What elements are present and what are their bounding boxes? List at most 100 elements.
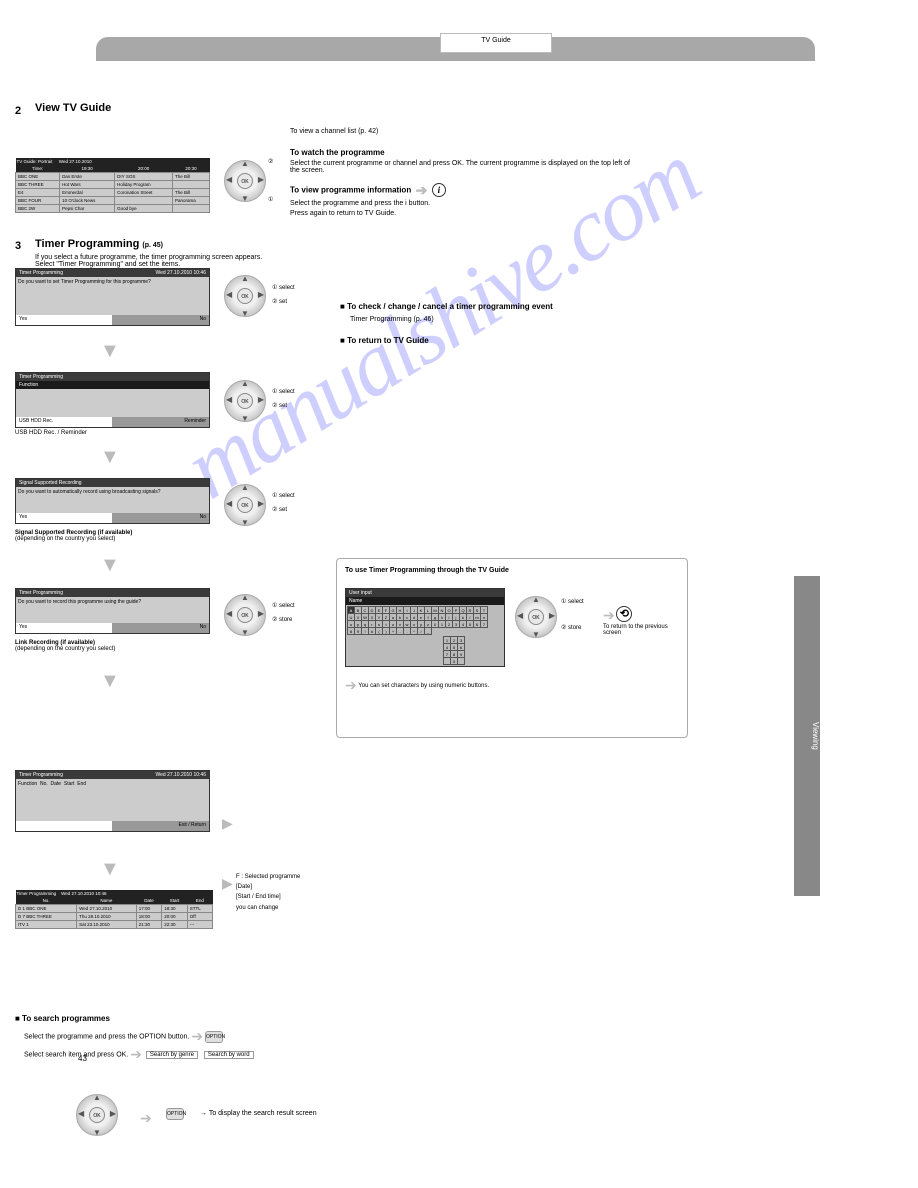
- arrow-down-icon[interactable]: ▼: [241, 194, 249, 203]
- arrow-down-icon: ▼: [100, 858, 120, 881]
- panel-opt-l[interactable]: USB HDD Rec.: [16, 417, 113, 427]
- inset-panel-hdr: User input: [349, 590, 372, 596]
- navpad[interactable]: OK▲▼◀▶: [224, 484, 266, 528]
- panel-c-note: Signal Supported Recording (if available…: [15, 530, 132, 542]
- navpad[interactable]: OK▲▼◀▶: [76, 1094, 118, 1138]
- col-1: 19:30: [60, 165, 115, 173]
- footer-line2: Select search item and press OK. ➔ Searc…: [24, 1046, 424, 1063]
- panel-opt-r[interactable]: Reminder: [113, 417, 209, 427]
- navpad[interactable]: OK▲▼◀▶: [515, 596, 557, 640]
- return-icon[interactable]: ⟲: [616, 606, 632, 622]
- rhs-line: [Date]: [236, 882, 300, 892]
- rhs-line: you can change: [236, 903, 300, 913]
- arrow-right-icon: ➔: [140, 1110, 152, 1127]
- arrow-right-icon: ➔: [130, 1046, 142, 1063]
- panel-header: Timer Programming: [17, 891, 57, 896]
- tab-title-text: TV Guide: [481, 37, 511, 44]
- step-2-title: View TV Guide: [35, 102, 111, 114]
- col-2: 20:00: [115, 165, 173, 173]
- nav-label: ① select: [272, 388, 295, 395]
- panel-body: Function No. Date Start End: [16, 779, 209, 821]
- search-by-word[interactable]: Search by word: [204, 1051, 254, 1059]
- col-3: 20:30: [172, 165, 209, 173]
- inset-panel: User input Name ABCDEFGHIJKLMNOPQRST UVW…: [345, 588, 505, 667]
- nav-label: ① select: [272, 284, 295, 291]
- arrow-right-icon[interactable]: ▶: [258, 175, 264, 184]
- table-row: BBC ONEDas ErsteDIY SOSThe Bill: [16, 173, 210, 181]
- tab-title: TV Guide: [440, 33, 552, 53]
- panel-timer-list: Timer Programming Wed 27.10.2010 10:46 N…: [15, 890, 213, 929]
- option-button[interactable]: OPTION: [205, 1031, 223, 1043]
- panel-foot-r: Exit / Return: [113, 821, 209, 831]
- panel-no[interactable]: No: [113, 513, 209, 523]
- tvguide-panel: TV Guide: Portrait Wed 27.10.2010 Time:1…: [15, 158, 210, 213]
- table-row: ITV 1Sat 23.10.201021:3022:30---: [16, 921, 213, 929]
- navpad[interactable]: OK▲▼◀▶: [224, 594, 266, 638]
- side-tab: Viewing: [794, 576, 820, 896]
- inset-panel-sub: Name: [346, 597, 504, 605]
- ok-button[interactable]: OK: [237, 173, 253, 189]
- navpad[interactable]: OK▲▼◀▶: [224, 380, 266, 424]
- panel-d-note: Link Recording (if available)(depending …: [15, 640, 115, 652]
- nav-label: ① select: [272, 492, 295, 499]
- step3-rreturn: ■ To return to TV Guide: [340, 336, 429, 345]
- col-time: Time:: [16, 165, 60, 173]
- footer-line1: Select the programme and press the OPTIO…: [24, 1028, 524, 1045]
- keyboard[interactable]: ABCDEFGHIJKLMNOPQRST UVWXYZabcdefghijklm…: [346, 605, 504, 666]
- table-row: D 7 BBC THREEThu 28.10.201018:0020:00Off: [16, 913, 213, 921]
- panel-header: Timer Programming: [19, 772, 63, 778]
- step2-r1: To view a channel list (p. 42): [290, 128, 610, 135]
- panel-e-rhs: F : Selected programme [Date] [Start / E…: [236, 872, 300, 913]
- step-3-number: 3: [15, 240, 21, 252]
- tvguide-date: Wed 27.10.2010: [59, 159, 92, 164]
- navpad[interactable]: OK ▲ ▼ ◀ ▶: [224, 160, 266, 204]
- arrow-right-icon: ➔: [191, 1028, 203, 1045]
- panel-no[interactable]: No: [113, 315, 209, 325]
- option-button-2[interactable]: OPTION: [166, 1108, 184, 1120]
- table-row: E4EmmerdalCoronation StreetThe Bill: [16, 189, 210, 197]
- timer-table: Timer Programming Wed 27.10.2010 10:46 N…: [15, 890, 213, 929]
- tvguide-title: TV Guide: Portrait: [17, 159, 53, 164]
- panel-header: Timer Programming: [19, 590, 63, 596]
- arrow-down-icon: ▼: [100, 340, 120, 363]
- nav-label: ② set: [272, 402, 287, 409]
- nav-label: ① select: [272, 602, 295, 609]
- nav-label: ① select: [561, 598, 584, 605]
- panel-sub: Function: [16, 381, 209, 389]
- panel-yes[interactable]: Yes: [16, 623, 113, 633]
- callout-1: ①: [268, 196, 273, 203]
- search-by-genre[interactable]: Search by genre: [146, 1051, 198, 1059]
- page: TV Guide Viewing 43 manualshive.com 2 Vi…: [0, 0, 918, 1188]
- panel-header: Timer Programming: [19, 270, 63, 276]
- table-row: BBC THREEHot WarsHoliday Program: [16, 181, 210, 189]
- panel-b-label: USB HDD Rec. / Reminder: [15, 430, 87, 436]
- footer-title: ■ To search programmes: [15, 1014, 110, 1023]
- panel-date: Wed 27.10.2010 10:46: [155, 772, 206, 778]
- nav-label: ② store: [272, 616, 292, 623]
- arrow-right-icon: ➔: [416, 182, 428, 199]
- panel-link-rec: Timer Programming Do you want to record …: [15, 588, 210, 634]
- panel-no[interactable]: No: [113, 623, 209, 633]
- arrow-up-icon[interactable]: ▲: [241, 159, 249, 168]
- arrow-right-icon: ➔: [603, 607, 615, 624]
- panel-date: Wed 27.10.2010 10:46: [61, 891, 106, 896]
- table-row: BBC FOUR10 O'clock NewsPanorama: [16, 197, 210, 205]
- step3-rcheck-sub: Timer Programming (p. 46): [350, 316, 434, 323]
- tvguide-table: TV Guide: Portrait Wed 27.10.2010 Time:1…: [15, 158, 210, 213]
- step3-instr: If you select a future programme, the ti…: [35, 254, 365, 268]
- table-row: BBC 2WPepsi CharGood bye: [16, 205, 210, 213]
- arrow-left-icon[interactable]: ◀: [226, 175, 232, 184]
- arrow-right-icon: ▶: [222, 815, 233, 832]
- panel-yes[interactable]: Yes: [16, 513, 113, 523]
- panel-date: Wed 27.10.2010 10:46: [155, 270, 206, 276]
- navpad[interactable]: OK▲▼◀▶: [224, 275, 266, 319]
- callout-2: ②: [268, 158, 273, 165]
- info-icon[interactable]: i: [432, 183, 446, 197]
- panel-yes[interactable]: Yes: [16, 315, 113, 325]
- nav-label: ② store: [561, 624, 581, 631]
- panel-timer-list-top: Timer Programming Wed 27.10.2010 10:46 Fu…: [15, 770, 210, 832]
- step-3-title: Timer Programming (p. 45): [35, 238, 163, 250]
- inset-foot: ➔ You can set characters by using numeri…: [345, 677, 679, 694]
- panel-body: [16, 389, 209, 417]
- step2-r2: To watch the programme: [290, 148, 610, 157]
